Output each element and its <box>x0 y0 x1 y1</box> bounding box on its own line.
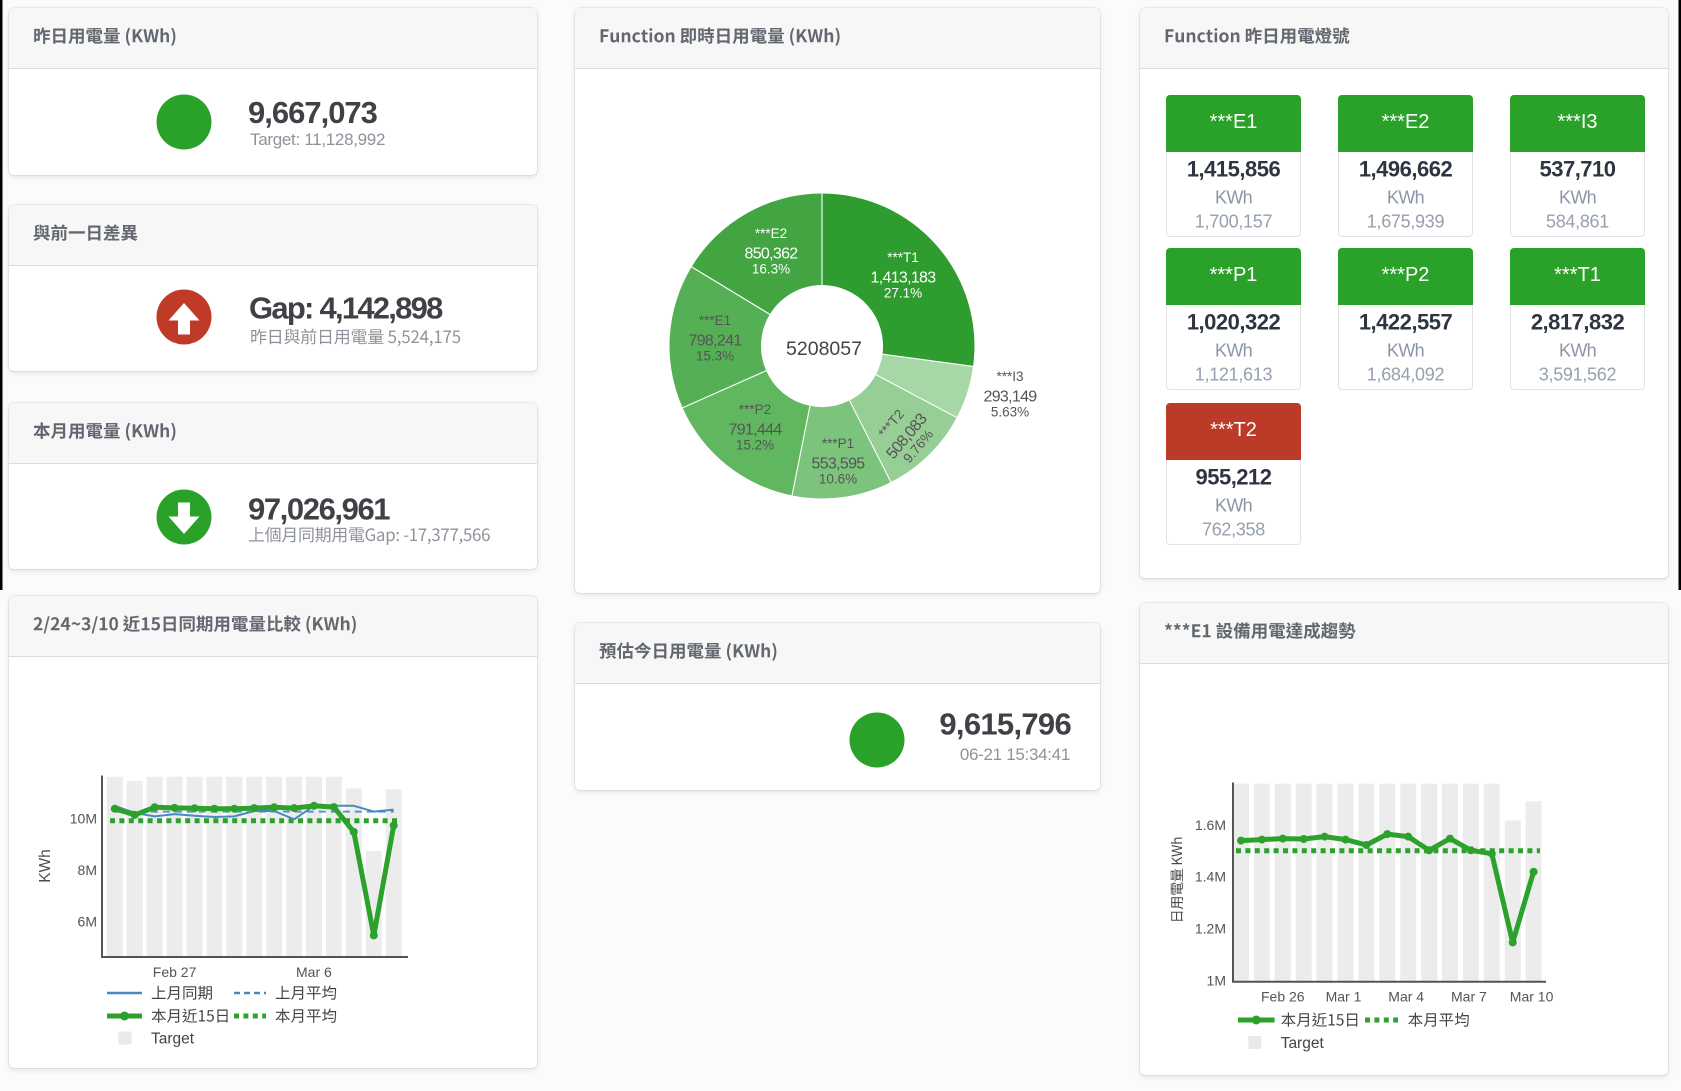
svg-text:***E2: ***E2 <box>755 226 787 241</box>
svg-text:5208057: 5208057 <box>786 338 862 360</box>
svg-text:KWh: KWh <box>37 849 54 883</box>
svg-text:Mar 10: Mar 10 <box>1510 988 1554 1004</box>
svg-text:27.1%: 27.1% <box>884 286 922 301</box>
svg-text:6M: 6M <box>78 913 97 929</box>
svg-text:1.6M: 1.6M <box>1195 817 1226 833</box>
svg-text:3,591,562: 3,591,562 <box>1539 365 1617 385</box>
svg-text:762,358: 762,358 <box>1202 520 1265 540</box>
svg-text:798,241: 798,241 <box>689 333 743 350</box>
svg-text:Mar 6: Mar 6 <box>296 964 332 980</box>
svg-text:15.2%: 15.2% <box>736 438 774 453</box>
svg-text:KWh: KWh <box>1559 341 1596 361</box>
svg-text:850,362: 850,362 <box>745 246 799 263</box>
svg-text:***P2: ***P2 <box>739 402 771 417</box>
svg-text:***I3: ***I3 <box>996 369 1023 384</box>
svg-text:9,615,796: 9,615,796 <box>939 707 1071 742</box>
svg-text:553,595: 553,595 <box>812 456 866 473</box>
svg-text:1,675,939: 1,675,939 <box>1367 212 1445 232</box>
svg-text:5.63%: 5.63% <box>991 405 1029 420</box>
svg-text:KWh: KWh <box>1215 188 1252 208</box>
svg-text:***T2: ***T2 <box>1210 419 1257 441</box>
svg-text:Gap: 4,142,898: Gap: 4,142,898 <box>249 291 443 326</box>
svg-text:***E1: ***E1 <box>699 313 731 328</box>
svg-text:KWh: KWh <box>1215 496 1252 516</box>
svg-text:1,496,662: 1,496,662 <box>1359 157 1453 182</box>
svg-text:955,212: 955,212 <box>1195 465 1271 490</box>
svg-text:293,149: 293,149 <box>984 389 1038 406</box>
svg-text:2,817,832: 2,817,832 <box>1531 310 1625 335</box>
svg-text:1.4M: 1.4M <box>1195 869 1226 885</box>
svg-text:10M: 10M <box>70 810 97 826</box>
svg-text:1,020,322: 1,020,322 <box>1187 310 1281 335</box>
svg-text:***P1: ***P1 <box>822 436 854 451</box>
svg-text:***P2: ***P2 <box>1382 264 1430 286</box>
svg-text:1,700,157: 1,700,157 <box>1195 212 1273 232</box>
svg-text:***T1: ***T1 <box>887 250 919 265</box>
svg-text:***E1: ***E1 <box>1210 111 1258 133</box>
svg-text:Feb 27: Feb 27 <box>153 964 197 980</box>
svg-text:1,422,557: 1,422,557 <box>1359 310 1453 335</box>
svg-text:16.3%: 16.3% <box>752 262 790 277</box>
svg-text:1,413,183: 1,413,183 <box>871 270 937 287</box>
svg-text:Mar 4: Mar 4 <box>1388 988 1424 1004</box>
svg-text:10.6%: 10.6% <box>819 472 857 487</box>
svg-text:Target: Target <box>151 1031 195 1048</box>
svg-text:Target: 11,128,992: Target: 11,128,992 <box>250 130 385 149</box>
svg-text:15.3%: 15.3% <box>696 349 734 364</box>
svg-text:Feb 26: Feb 26 <box>1261 988 1305 1004</box>
svg-text:1,684,092: 1,684,092 <box>1367 365 1445 385</box>
svg-text:KWh: KWh <box>1215 341 1252 361</box>
svg-text:Mar 7: Mar 7 <box>1451 988 1487 1004</box>
svg-text:97,026,961: 97,026,961 <box>248 492 390 527</box>
svg-text:***I3: ***I3 <box>1557 111 1597 133</box>
svg-text:1.2M: 1.2M <box>1195 921 1226 937</box>
svg-text:584,861: 584,861 <box>1546 212 1609 232</box>
svg-text:1M: 1M <box>1207 972 1226 988</box>
svg-text:KWh: KWh <box>1387 188 1424 208</box>
svg-text:***E2: ***E2 <box>1382 111 1430 133</box>
svg-text:8M: 8M <box>78 862 97 878</box>
svg-text:***P1: ***P1 <box>1210 264 1258 286</box>
svg-text:06-21 15:34:41: 06-21 15:34:41 <box>960 745 1070 764</box>
svg-text:1,415,856: 1,415,856 <box>1187 157 1281 182</box>
svg-text:***T1: ***T1 <box>1554 264 1601 286</box>
svg-text:Mar 1: Mar 1 <box>1326 988 1362 1004</box>
svg-text:1,121,613: 1,121,613 <box>1195 365 1273 385</box>
svg-text:9,667,073: 9,667,073 <box>248 95 378 130</box>
svg-text:KWh: KWh <box>1387 341 1424 361</box>
svg-text:Target: Target <box>1281 1035 1325 1052</box>
svg-text:KWh: KWh <box>1559 188 1596 208</box>
svg-text:791,444: 791,444 <box>729 422 783 439</box>
svg-text:537,710: 537,710 <box>1539 157 1615 182</box>
